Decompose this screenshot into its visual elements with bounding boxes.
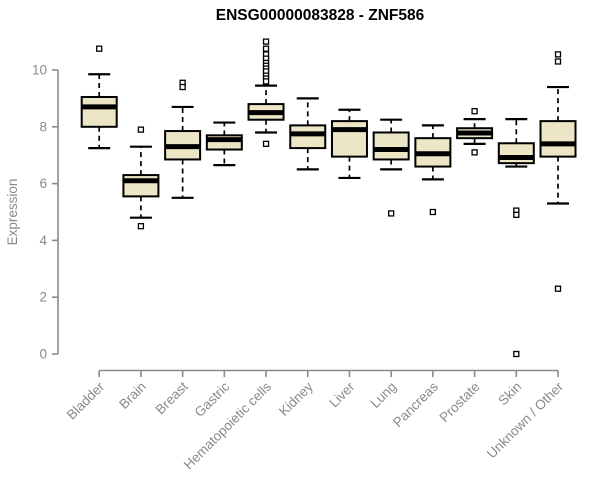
x-tick-label: Gastric [192, 379, 233, 420]
x-tick-label: Prostate [437, 379, 483, 425]
iqr-box [289, 124, 327, 150]
boxplot-kidney [289, 97, 327, 171]
x-tick-label: Skin [495, 379, 524, 408]
boxplots-group [80, 38, 577, 358]
y-tick-label: 0 [39, 347, 47, 362]
outlier-point [137, 223, 145, 230]
x-tick-label: Lung [367, 379, 399, 411]
x-tick-label: Brain [116, 379, 149, 412]
outlier-point [513, 350, 520, 358]
outlier-point [471, 108, 478, 115]
outlier-point [429, 208, 437, 216]
outlier-point [471, 149, 478, 156]
outlier-point [554, 58, 562, 65]
outlier-point [262, 38, 270, 45]
y-tick-label: 2 [39, 290, 47, 305]
boxplot-pancreas [414, 124, 452, 216]
boxplot-lung [372, 118, 410, 217]
x-tick-label: Liver [326, 379, 358, 411]
y-tick-label: 8 [39, 119, 47, 134]
boxplot-skin [497, 118, 535, 358]
iqr-box [372, 131, 410, 161]
boxplot-brain [122, 126, 160, 230]
outlier-point [513, 211, 520, 218]
y-axis: 0 2 4 6 8 10 [32, 63, 59, 362]
y-tick-label: 10 [32, 63, 47, 78]
outlier-point [554, 285, 562, 292]
y-axis-label: Expression [5, 179, 20, 246]
x-tick-label: Kidney [276, 379, 316, 419]
boxplot-bladder [80, 45, 118, 150]
boxplot-hematopoietic-cells [247, 38, 285, 147]
boxplot-liver [330, 108, 368, 180]
iqr-box [80, 95, 118, 128]
outlier-point [262, 78, 270, 85]
x-tick-label: Breast [153, 379, 191, 417]
outlier-point [262, 45, 270, 52]
y-tick-label: 6 [39, 176, 47, 191]
outlier-point [554, 51, 562, 58]
x-tick-label: Bladder [64, 379, 108, 423]
x-tick-label: Pancreas [390, 379, 441, 430]
boxplot-unknown-other [539, 51, 577, 292]
outlier-point [96, 45, 103, 52]
iqr-box [497, 142, 535, 165]
iqr-box [539, 120, 577, 158]
boxplot-breast [164, 79, 202, 199]
outlier-point [179, 83, 186, 91]
y-tick-label: 4 [39, 233, 47, 248]
outlier-point [388, 210, 395, 217]
x-tick-label: Unknown / Other [484, 379, 567, 462]
outlier-point [262, 140, 270, 147]
iqr-box [330, 120, 368, 158]
chart-title: ENSG00000083828 - ZNF586 [216, 7, 425, 24]
boxplot-prostate [456, 108, 494, 156]
boxplot-gastric [205, 121, 243, 167]
outlier-point [137, 126, 145, 133]
